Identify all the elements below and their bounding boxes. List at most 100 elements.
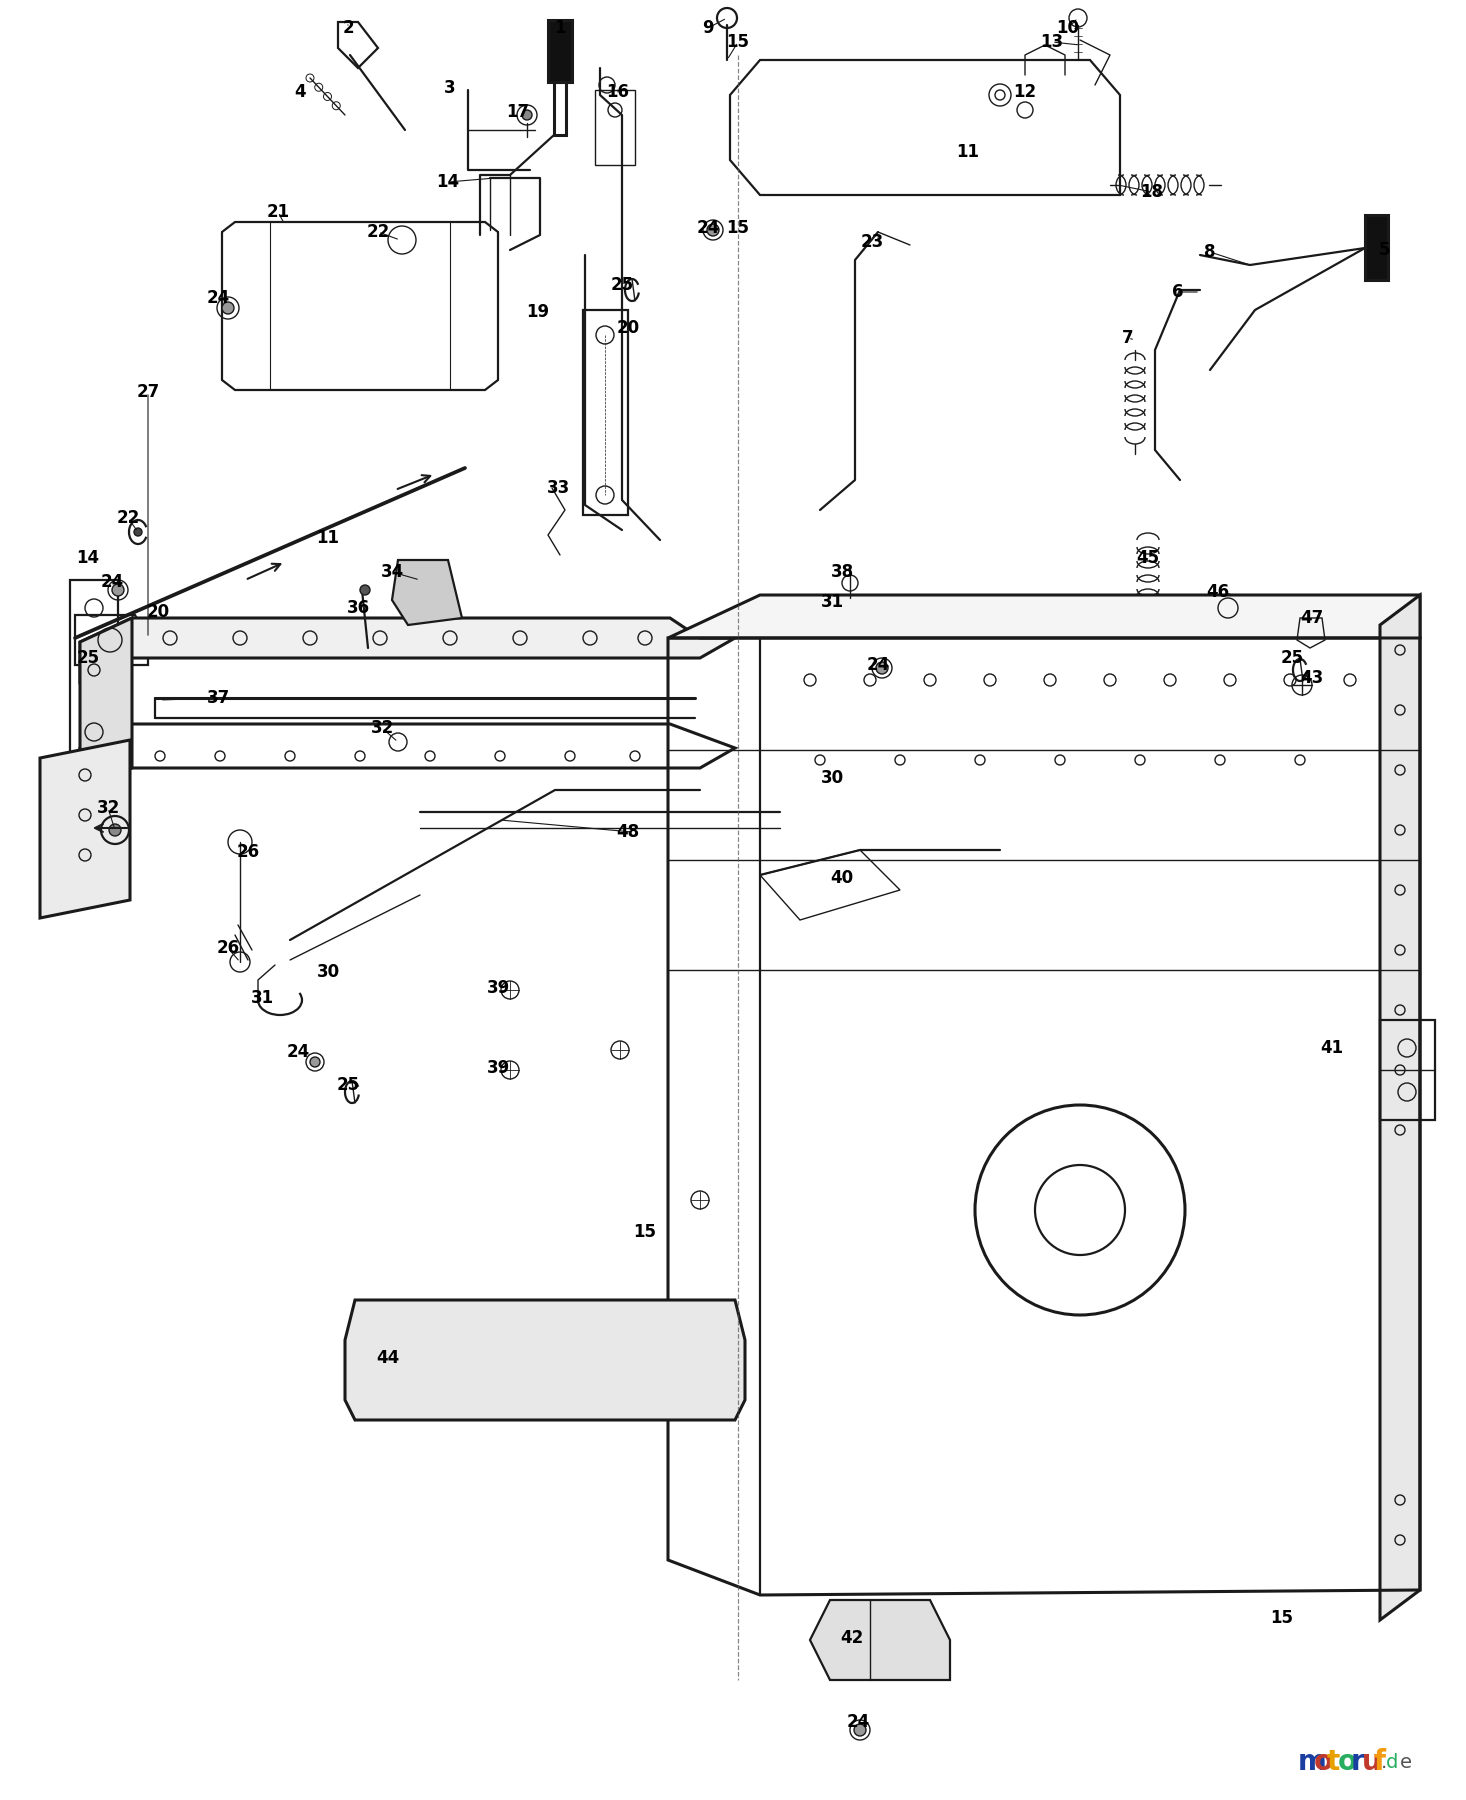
Polygon shape [811, 1600, 950, 1679]
Bar [50, 790, 70, 803]
Text: 2: 2 [342, 20, 353, 38]
Circle shape [221, 302, 235, 313]
Text: t: t [1327, 1748, 1340, 1777]
Text: 47: 47 [1300, 608, 1324, 626]
Polygon shape [1365, 214, 1388, 281]
Text: 32: 32 [97, 799, 120, 817]
Text: 30: 30 [821, 769, 843, 787]
Bar [50, 810, 70, 823]
Text: 25: 25 [610, 275, 633, 293]
Text: 11: 11 [956, 142, 979, 160]
Text: 14: 14 [437, 173, 459, 191]
Text: 22: 22 [116, 509, 139, 527]
Text: 25: 25 [76, 650, 100, 668]
Bar [50, 770, 70, 781]
Text: 31: 31 [821, 592, 843, 610]
Circle shape [108, 824, 122, 835]
Text: 39: 39 [487, 979, 510, 997]
Text: 42: 42 [840, 1629, 863, 1647]
Text: 31: 31 [251, 988, 274, 1006]
Text: 15: 15 [727, 220, 749, 238]
Text: 19: 19 [526, 302, 550, 320]
Text: 24: 24 [846, 1714, 869, 1732]
Polygon shape [548, 20, 572, 83]
Text: 48: 48 [616, 823, 639, 841]
Text: 37: 37 [207, 689, 230, 707]
Bar [50, 850, 70, 862]
Text: 23: 23 [861, 232, 884, 250]
Polygon shape [668, 596, 1421, 637]
Text: 3: 3 [444, 79, 456, 97]
Bar [50, 869, 70, 882]
Text: 11: 11 [317, 529, 340, 547]
Text: 26: 26 [217, 940, 239, 958]
Bar [450, 1316, 465, 1355]
Circle shape [707, 223, 718, 236]
Text: 33: 33 [547, 479, 570, 497]
Text: 39: 39 [487, 1058, 510, 1076]
Text: 6: 6 [1173, 283, 1183, 301]
Text: 20: 20 [616, 319, 639, 337]
Text: 24: 24 [207, 290, 230, 308]
Text: 32: 32 [371, 718, 394, 736]
Polygon shape [391, 560, 462, 625]
Text: o: o [1338, 1748, 1358, 1777]
Bar [550, 1316, 564, 1355]
Text: f: f [1374, 1748, 1385, 1777]
Bar [50, 889, 70, 902]
Text: 25: 25 [336, 1076, 359, 1094]
Text: 1: 1 [554, 20, 566, 38]
Bar [50, 830, 70, 842]
Polygon shape [40, 740, 130, 918]
Text: 18: 18 [1141, 184, 1164, 202]
Text: 44: 44 [377, 1348, 400, 1366]
Text: o: o [1314, 1748, 1333, 1777]
Text: 12: 12 [1013, 83, 1036, 101]
Text: 46: 46 [1207, 583, 1230, 601]
Text: 27: 27 [136, 383, 160, 401]
Text: 25: 25 [1280, 650, 1303, 668]
Text: 15: 15 [1271, 1609, 1293, 1627]
Text: 9: 9 [702, 20, 714, 38]
Text: 24: 24 [866, 655, 890, 673]
Text: e: e [1400, 1753, 1412, 1771]
Text: 14: 14 [76, 549, 100, 567]
Text: 41: 41 [1321, 1039, 1343, 1057]
Circle shape [361, 585, 369, 596]
Text: 24: 24 [286, 1042, 309, 1060]
Text: 17: 17 [506, 103, 529, 121]
Text: 30: 30 [317, 963, 340, 981]
Circle shape [877, 662, 888, 673]
Text: 10: 10 [1057, 20, 1079, 38]
Text: 24: 24 [696, 220, 720, 238]
Text: 36: 36 [346, 599, 369, 617]
Circle shape [111, 583, 125, 596]
Bar [649, 1316, 666, 1355]
Polygon shape [1380, 596, 1421, 1620]
Text: .: . [1381, 1753, 1387, 1771]
Text: 5: 5 [1380, 241, 1391, 259]
Polygon shape [81, 617, 734, 682]
Text: 24: 24 [100, 572, 123, 590]
Circle shape [133, 527, 142, 536]
Text: m: m [1297, 1748, 1327, 1777]
Text: r: r [1352, 1748, 1365, 1777]
Text: 8: 8 [1204, 243, 1215, 261]
Text: 40: 40 [830, 869, 853, 887]
Text: 15: 15 [727, 32, 749, 50]
Text: d: d [1385, 1753, 1399, 1771]
Polygon shape [81, 617, 132, 792]
Circle shape [855, 1724, 866, 1735]
Text: u: u [1362, 1748, 1382, 1777]
Text: 4: 4 [295, 83, 306, 101]
Text: 45: 45 [1136, 549, 1160, 567]
Text: 15: 15 [633, 1222, 657, 1240]
Text: 7: 7 [1121, 329, 1133, 347]
Text: 43: 43 [1300, 670, 1324, 688]
Text: 13: 13 [1041, 32, 1063, 50]
Circle shape [309, 1057, 320, 1067]
Polygon shape [345, 1300, 745, 1420]
Circle shape [522, 110, 532, 121]
Text: 38: 38 [830, 563, 853, 581]
Text: 21: 21 [267, 203, 290, 221]
